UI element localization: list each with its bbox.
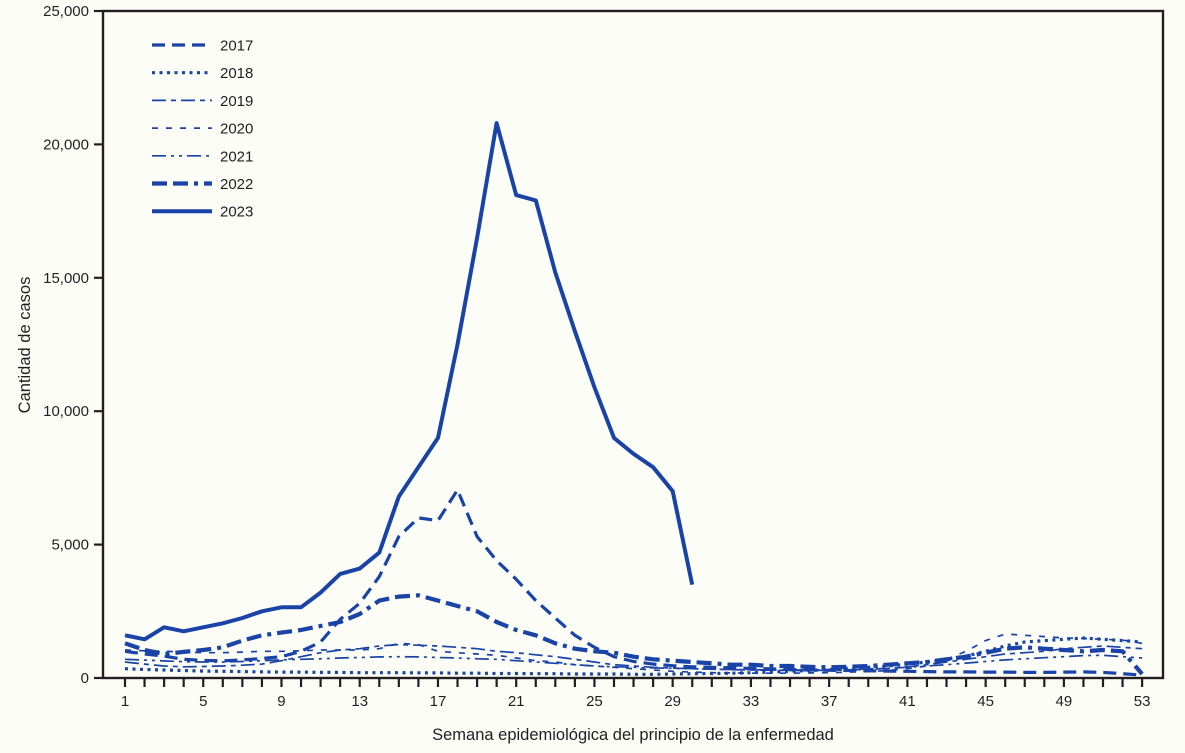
legend-label-2018: 2018 <box>220 65 253 82</box>
legend: 2017 2018 2019 2020 2021 2022 2023 <box>152 38 253 221</box>
series-line-2022 <box>124 593 1144 676</box>
legend-item-2018: 2018 <box>152 65 253 82</box>
legend-item-2021: 2021 <box>152 148 253 165</box>
x-axis-title: Semana epidemiológica del principio de l… <box>432 726 834 744</box>
plot-frame <box>101 9 1165 680</box>
y-tick-label: 15,000 <box>43 270 89 287</box>
x-tick-label: 49 <box>1056 693 1073 710</box>
legend-label-2021: 2021 <box>220 148 253 165</box>
x-tick-label: 25 <box>586 693 603 710</box>
legend-item-2023: 2023 <box>152 204 253 221</box>
series-line-2019 <box>124 643 1143 672</box>
x-tick-label: 29 <box>664 693 681 710</box>
x-tick-label: 5 <box>199 693 207 710</box>
y-tick-label: 0 <box>81 670 89 687</box>
y-axis-title: Cantidad de casos <box>16 277 34 414</box>
legend-label-2019: 2019 <box>220 93 253 110</box>
series-line-2020 <box>124 633 1143 675</box>
y-tick-label: 5,000 <box>51 537 89 554</box>
y-tick-label: 20,000 <box>43 136 89 153</box>
series-line-2017 <box>124 488 1143 677</box>
x-tick-label: 17 <box>430 693 447 710</box>
legend-item-2019: 2019 <box>152 93 253 110</box>
series-line-2023 <box>124 121 695 642</box>
data-series <box>124 121 1144 677</box>
legend-label-2020: 2020 <box>220 121 253 138</box>
legend-item-2017: 2017 <box>152 38 253 55</box>
y-tick-label: 25,000 <box>43 3 89 20</box>
legend-item-2022: 2022 <box>152 176 253 193</box>
legend-label-2022: 2022 <box>220 176 253 193</box>
x-tick-label: 9 <box>277 693 285 710</box>
x-tick-label: 53 <box>1134 693 1151 710</box>
legend-label-2023: 2023 <box>220 204 253 221</box>
x-tick-label: 1 <box>121 693 129 710</box>
axis-ticks: 0 5,000 10,000 15,000 20,000 25,000 1 5 9 13 17 21 2… <box>43 3 1150 710</box>
x-tick-label: 37 <box>821 693 838 710</box>
legend-item-2020: 2020 <box>152 121 253 138</box>
y-tick-label: 10,000 <box>43 403 89 420</box>
legend-label-2017: 2017 <box>220 38 253 55</box>
series-line-2018 <box>124 636 1143 676</box>
x-tick-label: 21 <box>508 693 525 710</box>
x-tick-label: 33 <box>743 693 760 710</box>
x-tick-label: 41 <box>899 693 916 710</box>
plot-border <box>101 9 1165 680</box>
x-tick-label: 13 <box>351 693 368 710</box>
series-line-2021 <box>124 654 1143 671</box>
x-tick-label: 45 <box>977 693 994 710</box>
